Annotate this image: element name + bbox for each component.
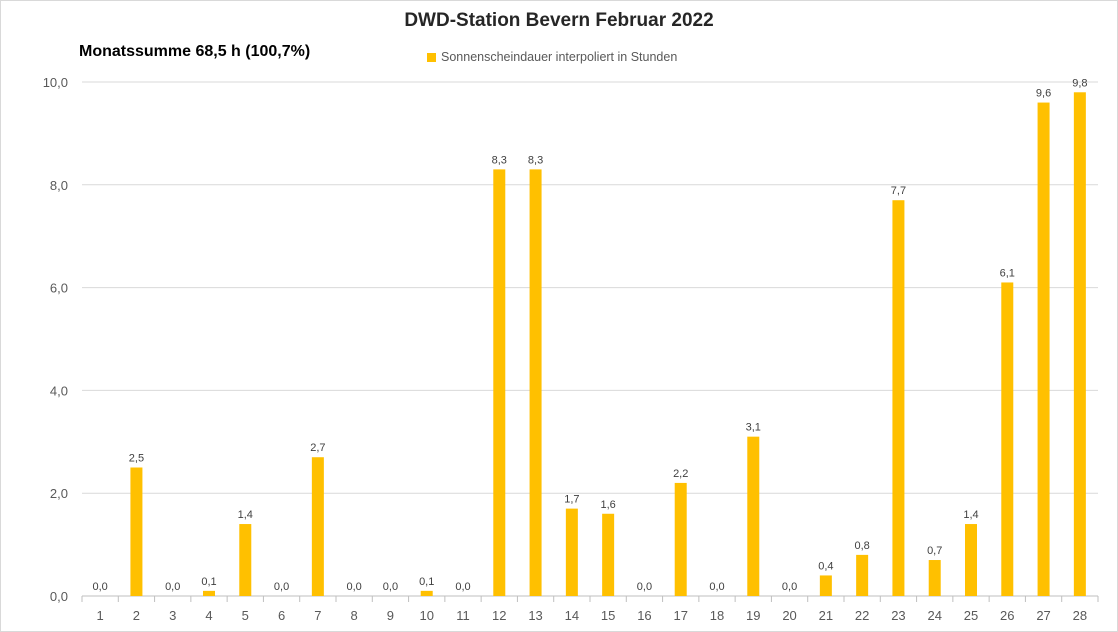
data-label: 6,1 xyxy=(1000,267,1015,279)
bar xyxy=(965,524,977,596)
data-label: 8,3 xyxy=(492,154,507,166)
data-label: 1,4 xyxy=(963,509,978,521)
x-tick-label: 20 xyxy=(782,608,796,623)
data-label: 0,4 xyxy=(818,560,833,572)
y-tick-label: 6,0 xyxy=(50,281,68,296)
x-tick-label: 24 xyxy=(927,608,941,623)
x-tick-label: 19 xyxy=(746,608,760,623)
bar xyxy=(203,590,215,596)
x-tick-label: 4 xyxy=(205,608,212,623)
data-label: 0,0 xyxy=(455,581,470,593)
monthly-sum-label: Monatssumme 68,5 h (100,7%) xyxy=(79,43,311,60)
data-label: 8,3 xyxy=(528,154,543,166)
data-label: 0,0 xyxy=(346,581,361,593)
x-tick-label: 23 xyxy=(891,608,905,623)
y-tick-label: 10,0 xyxy=(43,75,68,90)
x-tick-label: 17 xyxy=(673,608,687,623)
x-tick-label: 7 xyxy=(314,608,321,623)
data-label: 0,7 xyxy=(927,545,942,557)
bar xyxy=(856,554,869,596)
bar xyxy=(239,524,252,596)
bar xyxy=(674,482,687,596)
bar xyxy=(1073,92,1086,596)
data-label: 0,1 xyxy=(201,576,216,588)
legend: Sonnenscheindauer interpoliert in Stunde… xyxy=(427,50,677,64)
data-label: 2,5 xyxy=(129,453,144,465)
bar xyxy=(565,508,578,596)
bar xyxy=(892,200,905,596)
y-tick-label: 8,0 xyxy=(50,178,68,193)
data-label: 9,6 xyxy=(1036,88,1051,100)
data-label: 0,0 xyxy=(709,581,724,593)
legend-label: Sonnenscheindauer interpoliert in Stunde… xyxy=(441,50,678,64)
x-tick-label: 11 xyxy=(456,608,470,623)
data-label: 1,6 xyxy=(600,499,615,511)
x-tick-label: 3 xyxy=(169,608,176,623)
chart-title: DWD-Station Bevern Februar 2022 xyxy=(404,10,714,31)
data-label: 1,4 xyxy=(238,509,253,521)
y-tick-label: 0,0 xyxy=(50,589,68,604)
bar xyxy=(130,467,143,596)
bar xyxy=(1037,102,1050,596)
x-tick-label: 1 xyxy=(97,608,104,623)
y-tick-label: 2,0 xyxy=(50,486,68,501)
x-tick-label: 27 xyxy=(1036,608,1050,623)
x-tick-label: 22 xyxy=(855,608,869,623)
data-label: 9,8 xyxy=(1072,77,1087,89)
bar xyxy=(420,590,433,596)
x-tick-label: 14 xyxy=(565,608,579,623)
bar xyxy=(819,575,832,596)
bar xyxy=(928,560,941,596)
data-label: 0,0 xyxy=(383,581,398,593)
bar xyxy=(529,169,542,596)
data-label: 0,0 xyxy=(637,581,652,593)
bar xyxy=(747,436,760,596)
x-tick-label: 28 xyxy=(1073,608,1087,623)
bar xyxy=(602,513,615,596)
x-tick-label: 12 xyxy=(492,608,506,623)
x-tick-label: 10 xyxy=(419,608,433,623)
x-tick-label: 5 xyxy=(242,608,249,623)
data-label: 2,2 xyxy=(673,468,688,480)
data-label: 1,7 xyxy=(564,494,579,506)
bar xyxy=(1001,282,1014,596)
bar xyxy=(493,169,506,596)
data-label: 0,8 xyxy=(854,540,869,552)
data-label: 0,0 xyxy=(165,581,180,593)
x-tick-label: 8 xyxy=(351,608,358,623)
y-tick-label: 4,0 xyxy=(50,383,68,398)
x-tick-label: 25 xyxy=(964,608,978,623)
bar xyxy=(311,457,324,596)
x-tick-label: 18 xyxy=(710,608,724,623)
x-tick-label: 6 xyxy=(278,608,285,623)
data-label: 0,0 xyxy=(274,581,289,593)
x-tick-label: 26 xyxy=(1000,608,1014,623)
data-label: 3,1 xyxy=(746,422,761,434)
legend-swatch xyxy=(427,52,436,62)
data-label: 0,1 xyxy=(419,576,434,588)
data-label: 0,0 xyxy=(92,581,107,593)
x-tick-label: 13 xyxy=(528,608,542,623)
x-tick-label: 9 xyxy=(387,608,394,623)
x-tick-label: 21 xyxy=(819,608,833,623)
data-label: 2,7 xyxy=(310,442,325,454)
data-label: 7,7 xyxy=(891,185,906,197)
data-label: 0,0 xyxy=(782,581,797,593)
x-tick-label: 16 xyxy=(637,608,651,623)
x-tick-label: 15 xyxy=(601,608,615,623)
x-tick-label: 2 xyxy=(133,608,140,623)
